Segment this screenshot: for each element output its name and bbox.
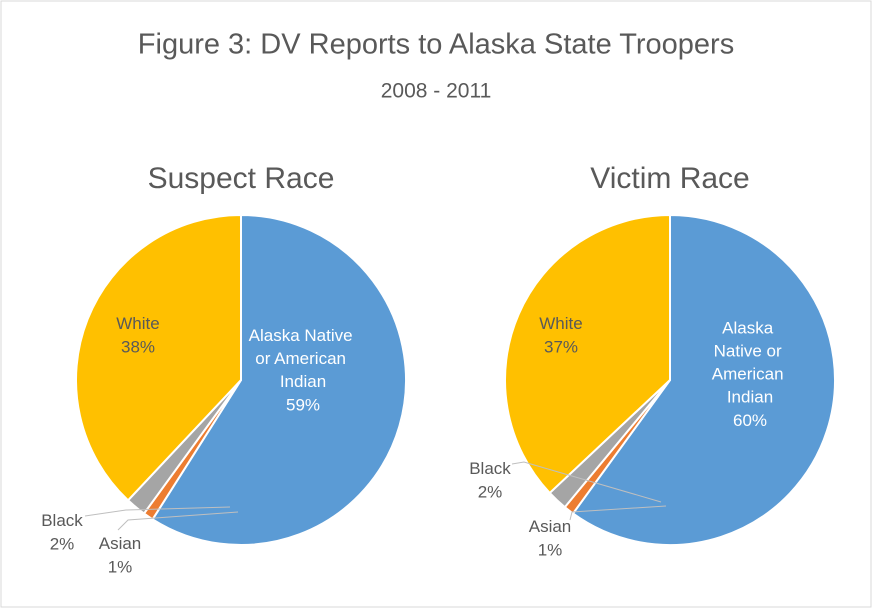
data-label-category: White: [539, 314, 582, 333]
pie-slice: [75, 213, 242, 502]
data-label-category: Asian: [99, 534, 142, 553]
data-label-value: 1%: [108, 557, 133, 576]
data-label-value: 1%: [538, 540, 563, 559]
leader-line: [569, 505, 667, 521]
data-label-value: 59%: [286, 395, 320, 414]
pie-title: Suspect Race: [148, 162, 335, 195]
leader-line: [117, 511, 239, 531]
chart-title: Figure 3: DV Reports to Alaska State Tro…: [138, 29, 734, 61]
data-label-value: 37%: [544, 337, 578, 356]
leader-line: [511, 461, 662, 503]
data-label-category: Asian: [529, 517, 572, 536]
data-label-value: 38%: [121, 337, 155, 356]
data-label-category: Alaska Native or American Indian: [712, 319, 789, 407]
leader-line: [84, 506, 231, 517]
pie-slice: [151, 213, 407, 546]
data-label-category: Black: [41, 511, 83, 530]
pie-slice: [504, 213, 671, 495]
pie-title: Victim Race: [590, 162, 750, 195]
data-label-category: Black: [469, 459, 511, 478]
data-label-value: 2%: [50, 534, 75, 553]
pie-slice: [571, 213, 836, 546]
data-label-category: Alaska Native or American Indian: [249, 326, 358, 391]
data-label-value: 60%: [733, 411, 767, 430]
chart-subtitle: 2008 - 2011: [381, 80, 492, 103]
data-label-category: White: [116, 314, 159, 333]
data-label-value: 2%: [478, 482, 503, 501]
